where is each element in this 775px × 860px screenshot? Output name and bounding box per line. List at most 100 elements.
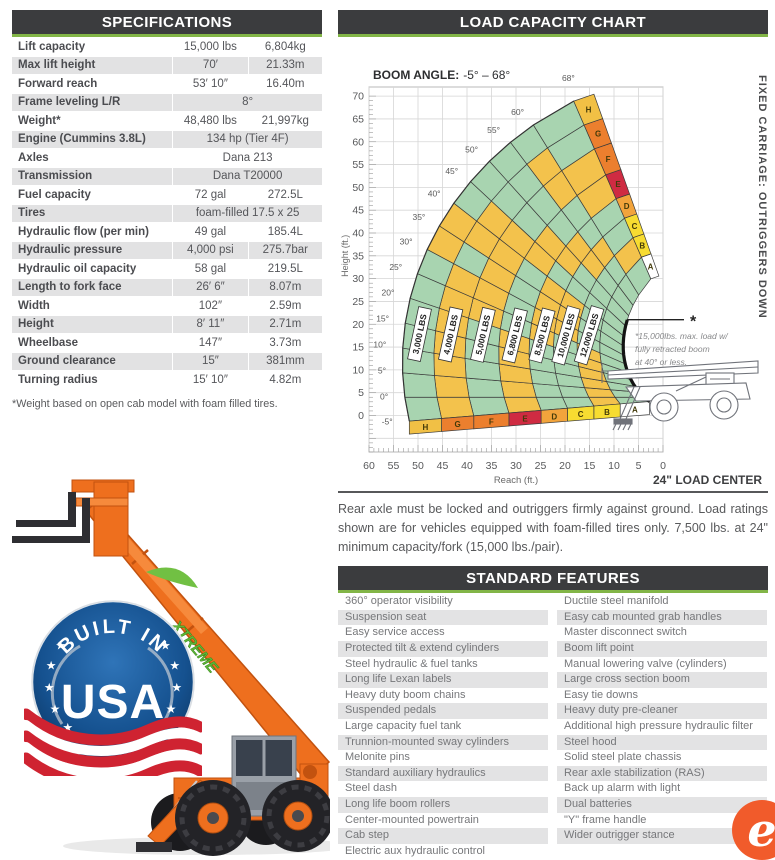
star-icon: ★ (44, 681, 55, 695)
svg-text:0: 0 (660, 460, 666, 472)
spec-label: Turning radius (12, 371, 174, 390)
spec-value-imperial: 48,480 lbs (173, 112, 248, 131)
spec-value-metric: 185.4L (247, 223, 322, 242)
features-title: STANDARD FEATURES (466, 570, 640, 588)
badge-usa-text: USA (61, 676, 165, 729)
feature-item: Cab step (338, 828, 548, 844)
feature-item: Dual batteries (557, 796, 767, 813)
feature-item: Back up alarm with light (564, 782, 681, 795)
svg-text:10: 10 (352, 364, 364, 376)
feature-item: Boom lift point (557, 641, 767, 657)
svg-text:A: A (648, 262, 654, 271)
svg-text:15: 15 (352, 342, 364, 354)
star-icon: ★ (50, 702, 61, 716)
spec-row: Length to fork face 26′ 6″ 8.07m (12, 278, 322, 297)
svg-text:50: 50 (352, 182, 364, 194)
feature-item: Manual lowering valve (cylinders) (564, 657, 727, 670)
svg-text:35: 35 (352, 250, 364, 262)
spec-value-metric: 8.07m (247, 278, 322, 297)
svg-text:D: D (551, 412, 557, 421)
svg-text:C: C (632, 222, 638, 231)
feature-item: Heavy duty boom chains (345, 688, 466, 701)
feature-item: Heavy duty pre-cleaner (557, 703, 767, 719)
svg-text:60°: 60° (511, 107, 524, 117)
svg-text:*15,000lbs. max. load w/: *15,000lbs. max. load w/ (635, 331, 729, 341)
spec-value: 134 hp (Tier 4F) (173, 130, 322, 149)
feature-item: Large cross section boom (557, 672, 767, 688)
features-lists: 360° operator visibility Suspension seat E… (338, 594, 768, 859)
feature-item: Easy cab mounted grab handles (557, 609, 767, 626)
spec-value-imperial: 15,000 lbs (173, 38, 248, 57)
spec-value-imperial: 15″ (173, 352, 248, 371)
boom-pivot (303, 765, 317, 779)
spec-value-imperial: 49 gal (173, 223, 248, 242)
svg-text:5: 5 (636, 460, 642, 472)
feature-item: "Y" frame handle (564, 813, 647, 826)
svg-text:Reach (ft.): Reach (ft.) (494, 475, 538, 486)
svg-text:C: C (578, 410, 584, 419)
feature-item: Solid steel plate chassis (564, 751, 682, 764)
feature-item: 360° operator visibility (345, 595, 453, 608)
svg-text:*: * (690, 314, 697, 331)
svg-text:15: 15 (584, 460, 596, 472)
svg-text:10°: 10° (373, 340, 386, 350)
feature-item: Center-mounted powertrain (345, 813, 479, 826)
feature-item: Long life Lexan labels (338, 672, 548, 688)
spec-row: Axles Dana 213 (12, 149, 322, 168)
spec-label: Forward reach (12, 75, 174, 94)
green-swoosh (146, 567, 198, 588)
star-icon: ★ (160, 638, 171, 652)
spec-row: Width 102″ 2.59m (12, 297, 322, 316)
svg-text:55: 55 (352, 159, 364, 171)
spec-value-metric: 381mm (247, 352, 322, 371)
spec-value-imperial: 8′ 11″ (173, 315, 248, 334)
spec-value-metric: 2.59m (247, 297, 322, 316)
svg-text:25: 25 (535, 460, 547, 472)
svg-text:F: F (489, 417, 494, 426)
svg-text:40: 40 (461, 460, 473, 472)
spec-value-metric: 272.5L (247, 186, 322, 205)
svg-text:at 40° or less.: at 40° or less. (635, 357, 687, 367)
spec-label: Tires (12, 204, 174, 223)
spec-value-imperial: 147″ (173, 334, 248, 353)
svg-text:50°: 50° (465, 145, 478, 155)
spec-label: Transmission (12, 167, 174, 186)
svg-text:45: 45 (352, 205, 364, 217)
spec-value-metric: 219.5L (247, 260, 322, 279)
star-icon: ★ (169, 658, 180, 672)
spec-value-imperial: 72 gal (173, 186, 248, 205)
feature-item: Steel dash (345, 782, 397, 795)
spec-label: Engine (Cummins 3.8L) (12, 130, 174, 149)
fixed-carriage-side-label: FIXED CARRIAGE: OUTRIGGERS DOWN (756, 75, 768, 319)
rear-wheel (262, 780, 330, 852)
e-logo-letter: e (747, 803, 775, 857)
specifications-header: SPECIFICATIONS (12, 10, 322, 37)
svg-text:35: 35 (486, 460, 498, 472)
feature-item: Steel hydraulic & fuel tanks (345, 657, 478, 670)
spec-label: Hydraulic flow (per min) (12, 223, 174, 242)
spec-value-metric: 16.40m (247, 75, 322, 94)
svg-text:45: 45 (437, 460, 449, 472)
spec-value-metric: 2.71m (247, 315, 322, 334)
silver-swoosh (147, 646, 174, 721)
svg-text:30: 30 (352, 273, 364, 285)
chart-footer-note: Rear axle must be locked and outriggers … (338, 502, 768, 554)
spec-row: Turning radius 15′ 10″ 4.82m (12, 371, 322, 390)
svg-text:25°: 25° (389, 262, 402, 272)
feature-item: Additional high pressure hydraulic filte… (564, 720, 753, 732)
outrigger-pad (136, 842, 172, 852)
svg-text:35°: 35° (412, 212, 425, 222)
feature-item: Rear axle stabilization (RAS) (557, 765, 767, 782)
svg-text:E: E (615, 180, 621, 189)
spec-label: Wheelbase (12, 334, 174, 353)
spec-row: Max lift height 70′ 21.33m (12, 56, 322, 75)
spec-row: Weight* 48,480 lbs 21,997kg (12, 112, 322, 131)
spec-value-imperial: 53′ 10″ (173, 75, 248, 94)
svg-text:20: 20 (352, 319, 364, 331)
spec-footnote: *Weight based on open cab model with foa… (12, 397, 278, 410)
spec-label: Max lift height (12, 56, 174, 75)
spec-value-imperial: 102″ (173, 297, 248, 316)
forks (12, 492, 90, 543)
features-list-right: Ductile steel manifold Easy cab mounted g… (557, 594, 767, 859)
svg-text:fully retracted boom: fully retracted boom (635, 344, 710, 354)
